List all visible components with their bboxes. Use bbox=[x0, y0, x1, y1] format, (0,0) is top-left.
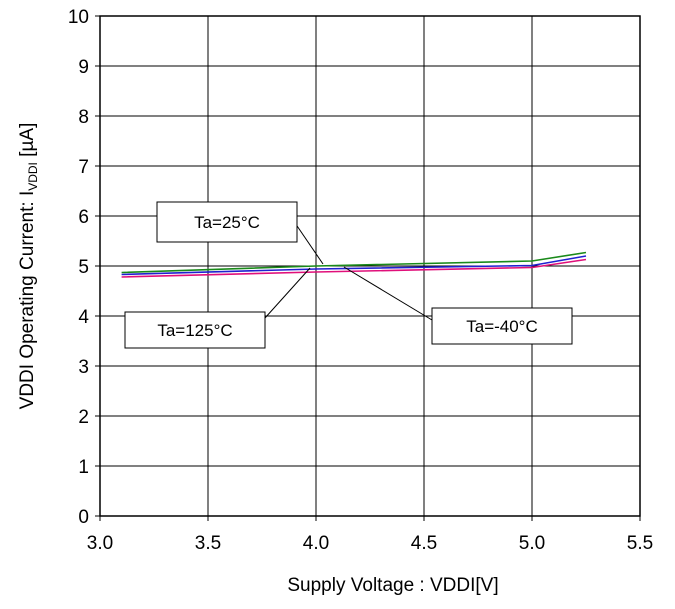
y-tick-label: 6 bbox=[78, 207, 89, 228]
y-tick-label: 1 bbox=[78, 457, 89, 478]
x-axis-label: Supply Voltage : VDDI[V] bbox=[287, 575, 498, 596]
y-axis-label-main: VDDI Operating Current: I bbox=[17, 191, 38, 410]
callout-label-2: Ta=-40°C bbox=[466, 317, 538, 336]
x-tick-label: 5.0 bbox=[519, 533, 545, 554]
x-tick-labels: 3.0 3.5 4.0 4.5 5.0 5.5 bbox=[87, 533, 653, 554]
callout-leader-0 bbox=[292, 219, 324, 265]
grid bbox=[95, 15, 641, 521]
callout-leader-1 bbox=[264, 267, 311, 319]
x-tick-label: 4.5 bbox=[411, 533, 437, 554]
y-tick-label: 2 bbox=[78, 407, 89, 428]
callout-label-1: Ta=125°C bbox=[157, 321, 232, 340]
callout-label-0: Ta=25°C bbox=[194, 213, 260, 232]
y-tick-label: 5 bbox=[78, 257, 89, 278]
series-lines bbox=[121, 251, 587, 278]
y-tick-label: 4 bbox=[78, 307, 89, 328]
y-tick-label: 9 bbox=[78, 57, 89, 78]
callout-box-2 bbox=[431, 307, 573, 345]
y-tick-labels: 0 1 2 3 4 5 6 7 8 9 10 bbox=[68, 7, 90, 528]
y-axis-label-unit: [µA] bbox=[17, 123, 38, 162]
callout-leader-2 bbox=[343, 266, 433, 321]
y-tick-label: 0 bbox=[78, 507, 89, 528]
series-line-2 bbox=[121, 258, 587, 278]
x-tick-label: 3.0 bbox=[87, 533, 113, 554]
y-tick-label: 8 bbox=[78, 107, 89, 128]
series-line-1 bbox=[121, 255, 587, 276]
callout-box-0 bbox=[156, 201, 298, 243]
x-tick-label: 4.0 bbox=[303, 533, 329, 554]
y-axis-label-sub: VDDI bbox=[26, 162, 40, 191]
callout-box-1 bbox=[124, 311, 266, 349]
x-tick-label: 5.5 bbox=[627, 533, 653, 554]
y-tick-label: 10 bbox=[68, 7, 89, 28]
y-tick-label: 7 bbox=[78, 157, 89, 178]
x-tick-label: 3.5 bbox=[195, 533, 221, 554]
y-tick-label: 3 bbox=[78, 357, 89, 378]
y-axis-label: VDDI Operating Current: IVDDI [µA] bbox=[17, 123, 40, 410]
callouts: Ta=25°C Ta=125°C Ta=-40°C bbox=[124, 201, 573, 349]
series-line-0 bbox=[121, 251, 587, 274]
